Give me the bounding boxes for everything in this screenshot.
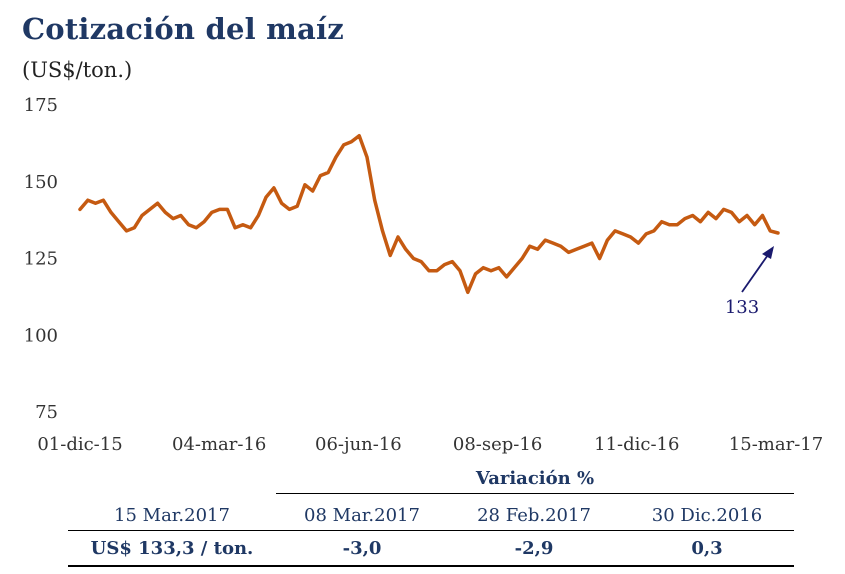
annotation-label: 133 [725, 297, 759, 318]
x-tick-label: 11-dic-16 [594, 434, 679, 455]
row-rule-bottom [68, 565, 794, 567]
variation-value-2: -2,9 [514, 538, 554, 559]
header-rule [276, 493, 794, 494]
variation-value-1: -3,0 [342, 538, 382, 559]
table-header: Variación % [475, 468, 595, 489]
y-axis: 75 100 125 150 175 [24, 95, 58, 423]
y-tick-label: 175 [24, 95, 58, 116]
x-tick-label: 15-mar-17 [729, 434, 823, 455]
chart-subtitle: (US$/ton.) [22, 58, 133, 82]
column-date-3: 30 Dic.2016 [651, 505, 763, 526]
column-date-current: 15 Mar.2017 [114, 505, 230, 526]
annotation-arrow: 133 [725, 246, 774, 318]
column-date-1: 08 Mar.2017 [304, 505, 420, 526]
x-tick-label: 08-sep-16 [453, 434, 542, 455]
chart-title: Cotización del maíz [22, 12, 344, 46]
y-tick-label: 75 [35, 402, 58, 423]
y-tick-label: 100 [24, 325, 58, 346]
row-rule-top [68, 530, 794, 531]
y-tick-label: 125 [24, 249, 58, 270]
x-tick-label: 01-dic-15 [37, 434, 122, 455]
line-chart: 75 100 125 150 175 01-dic-15 04-mar-16 06-jun-… [24, 95, 824, 455]
current-price: US$ 133,3 / ton. [90, 538, 254, 559]
column-date-2: 28 Feb.2017 [477, 505, 591, 526]
y-tick-label: 150 [24, 172, 58, 193]
arrow-head-icon [762, 246, 774, 259]
x-axis: 01-dic-15 04-mar-16 06-jun-16 08-sep-16 11-d… [37, 434, 823, 455]
series-line [78, 133, 780, 295]
x-tick-label: 04-mar-16 [172, 434, 266, 455]
variation-value-3: 0,3 [691, 538, 723, 559]
x-tick-label: 06-jun-16 [315, 434, 402, 455]
